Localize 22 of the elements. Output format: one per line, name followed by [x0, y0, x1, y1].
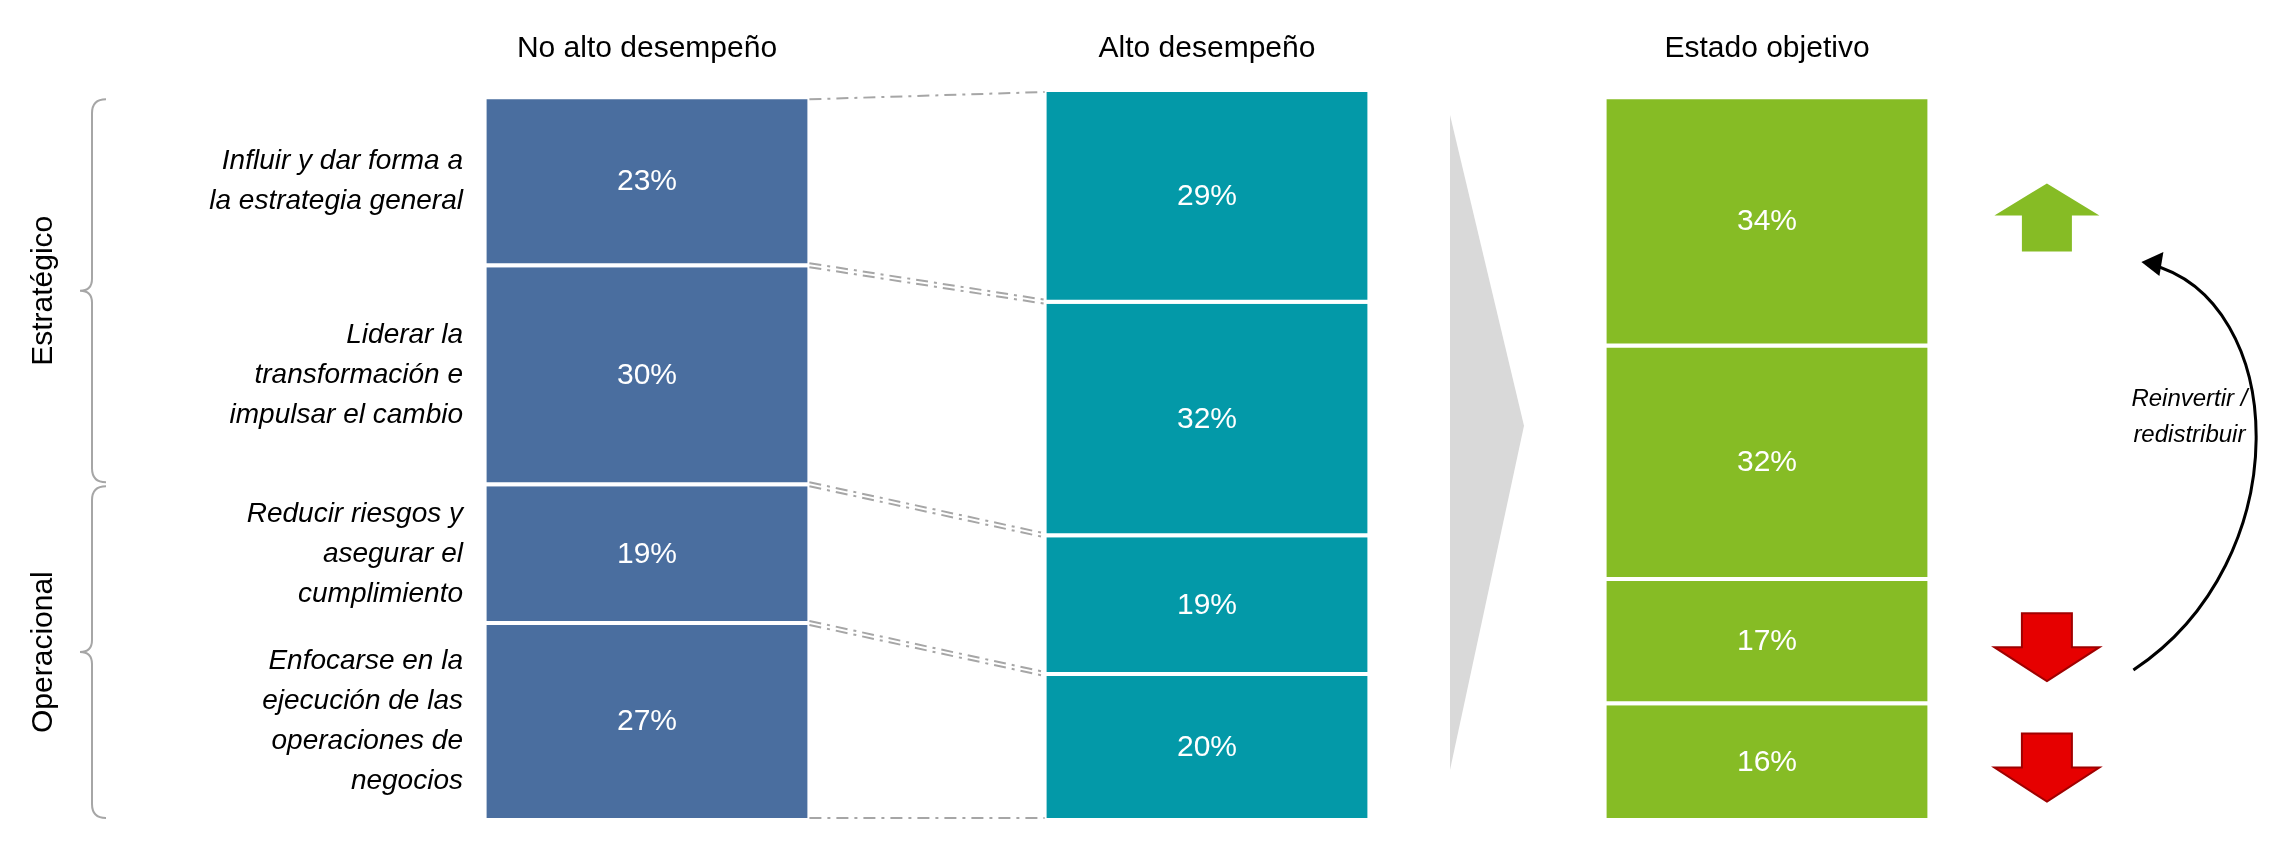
series-label: Influir y dar forma a la estrategia general [209, 144, 464, 216]
data-label: 19% [616, 535, 678, 569]
series-label: Reducir riesgos y asegurar el cumplimiento [246, 496, 465, 608]
data-label: 16% [1736, 743, 1798, 777]
text: Estratégico [24, 215, 58, 366]
data-label: 32% [1176, 400, 1238, 434]
text: Reinvertir / redistribuir [2130, 383, 2250, 449]
series-label: Enfocarse en la ejecución de las operaciones de negocios [262, 644, 463, 796]
data-label: 34% [1736, 203, 1798, 237]
data-label: 29% [1176, 177, 1238, 211]
data-label: 32% [1736, 444, 1798, 478]
x-tick-label: Alto desempeño [1098, 29, 1316, 63]
text: Operacional [24, 571, 58, 733]
series-label: Liderar la transformación e impulsar el cambio [229, 317, 463, 429]
data-label: 23% [616, 163, 678, 197]
data-label: 19% [1176, 586, 1238, 620]
data-label: 27% [616, 703, 678, 737]
data-label: 17% [1736, 623, 1798, 657]
data-label: 30% [616, 356, 678, 390]
data-label: 20% [1176, 729, 1238, 762]
x-tick-label: Estado objetivo [1664, 29, 1870, 63]
x-tick-label: No alto desempeño [516, 29, 778, 63]
